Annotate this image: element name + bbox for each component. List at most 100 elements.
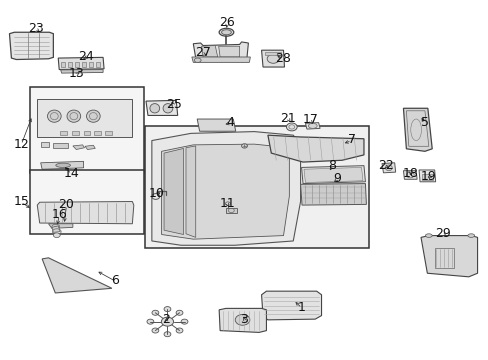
Polygon shape xyxy=(261,291,321,320)
Bar xyxy=(30,87,143,173)
Polygon shape xyxy=(381,163,395,173)
Polygon shape xyxy=(37,202,134,224)
Ellipse shape xyxy=(53,233,60,238)
Ellipse shape xyxy=(150,104,159,113)
Text: 27: 27 xyxy=(195,46,210,59)
Polygon shape xyxy=(85,145,95,149)
Polygon shape xyxy=(261,50,284,67)
Text: 6: 6 xyxy=(111,274,119,287)
Bar xyxy=(53,143,68,148)
Text: 13: 13 xyxy=(68,67,84,80)
Ellipse shape xyxy=(194,58,201,62)
Text: 14: 14 xyxy=(63,167,79,180)
Text: 4: 4 xyxy=(225,116,233,129)
Text: 28: 28 xyxy=(275,51,291,64)
Ellipse shape xyxy=(147,319,154,324)
Bar xyxy=(60,131,67,135)
Polygon shape xyxy=(403,108,431,151)
Text: 10: 10 xyxy=(148,187,164,200)
Polygon shape xyxy=(52,226,60,232)
Ellipse shape xyxy=(385,165,391,171)
Ellipse shape xyxy=(152,328,159,333)
Text: 12: 12 xyxy=(13,138,29,150)
Text: 11: 11 xyxy=(219,197,235,210)
Bar xyxy=(30,170,143,234)
Polygon shape xyxy=(300,184,366,205)
Polygon shape xyxy=(219,309,266,332)
Text: 9: 9 xyxy=(332,172,341,185)
Polygon shape xyxy=(197,119,235,131)
Polygon shape xyxy=(73,145,84,149)
Text: 8: 8 xyxy=(327,159,336,172)
Ellipse shape xyxy=(225,202,230,206)
Polygon shape xyxy=(193,42,248,60)
Text: 1: 1 xyxy=(298,301,305,314)
Text: 21: 21 xyxy=(280,112,296,125)
Bar xyxy=(83,131,90,135)
Polygon shape xyxy=(61,69,103,73)
Bar xyxy=(41,142,49,147)
Bar xyxy=(96,62,100,67)
Ellipse shape xyxy=(425,234,431,237)
Text: 25: 25 xyxy=(165,98,182,111)
Ellipse shape xyxy=(176,310,183,315)
Polygon shape xyxy=(201,45,217,57)
Ellipse shape xyxy=(219,28,233,36)
Bar xyxy=(94,131,101,135)
Ellipse shape xyxy=(67,110,81,122)
Bar xyxy=(265,51,281,55)
Polygon shape xyxy=(305,123,320,129)
Bar xyxy=(434,248,453,268)
Bar xyxy=(225,208,236,213)
Text: 26: 26 xyxy=(219,16,235,29)
Ellipse shape xyxy=(161,317,173,326)
Polygon shape xyxy=(41,161,83,169)
Bar xyxy=(105,131,112,135)
Bar xyxy=(421,174,432,180)
Ellipse shape xyxy=(86,110,100,122)
Ellipse shape xyxy=(152,310,159,315)
Ellipse shape xyxy=(163,104,172,113)
Bar xyxy=(61,62,64,67)
Text: 16: 16 xyxy=(51,208,67,221)
Ellipse shape xyxy=(47,110,61,122)
Polygon shape xyxy=(267,135,363,162)
Text: 19: 19 xyxy=(420,170,436,183)
Ellipse shape xyxy=(221,30,231,35)
Ellipse shape xyxy=(176,328,183,333)
Text: 20: 20 xyxy=(59,198,74,211)
Ellipse shape xyxy=(181,319,187,324)
Bar xyxy=(89,62,92,67)
Polygon shape xyxy=(218,46,239,57)
Polygon shape xyxy=(163,148,183,234)
Ellipse shape xyxy=(308,123,317,129)
Polygon shape xyxy=(9,32,53,59)
Text: 23: 23 xyxy=(28,22,44,35)
Bar xyxy=(68,62,71,67)
Text: 18: 18 xyxy=(402,167,417,180)
Polygon shape xyxy=(304,167,362,183)
Text: 15: 15 xyxy=(13,195,29,208)
Bar xyxy=(75,62,79,67)
Ellipse shape xyxy=(266,54,279,63)
Polygon shape xyxy=(418,170,435,182)
Ellipse shape xyxy=(286,123,297,131)
Text: 2: 2 xyxy=(162,313,170,327)
Bar xyxy=(144,126,368,248)
Polygon shape xyxy=(48,224,73,228)
Ellipse shape xyxy=(163,307,170,312)
Text: 7: 7 xyxy=(347,133,355,146)
Polygon shape xyxy=(301,166,365,184)
Polygon shape xyxy=(161,144,289,239)
Polygon shape xyxy=(146,100,177,116)
Text: 29: 29 xyxy=(435,227,450,240)
Text: 24: 24 xyxy=(78,50,94,63)
Ellipse shape xyxy=(241,144,247,148)
Polygon shape xyxy=(185,146,195,237)
Ellipse shape xyxy=(56,163,70,167)
Ellipse shape xyxy=(467,234,474,237)
Polygon shape xyxy=(152,132,300,245)
Polygon shape xyxy=(58,57,104,69)
Polygon shape xyxy=(403,171,416,179)
Bar xyxy=(82,62,85,67)
